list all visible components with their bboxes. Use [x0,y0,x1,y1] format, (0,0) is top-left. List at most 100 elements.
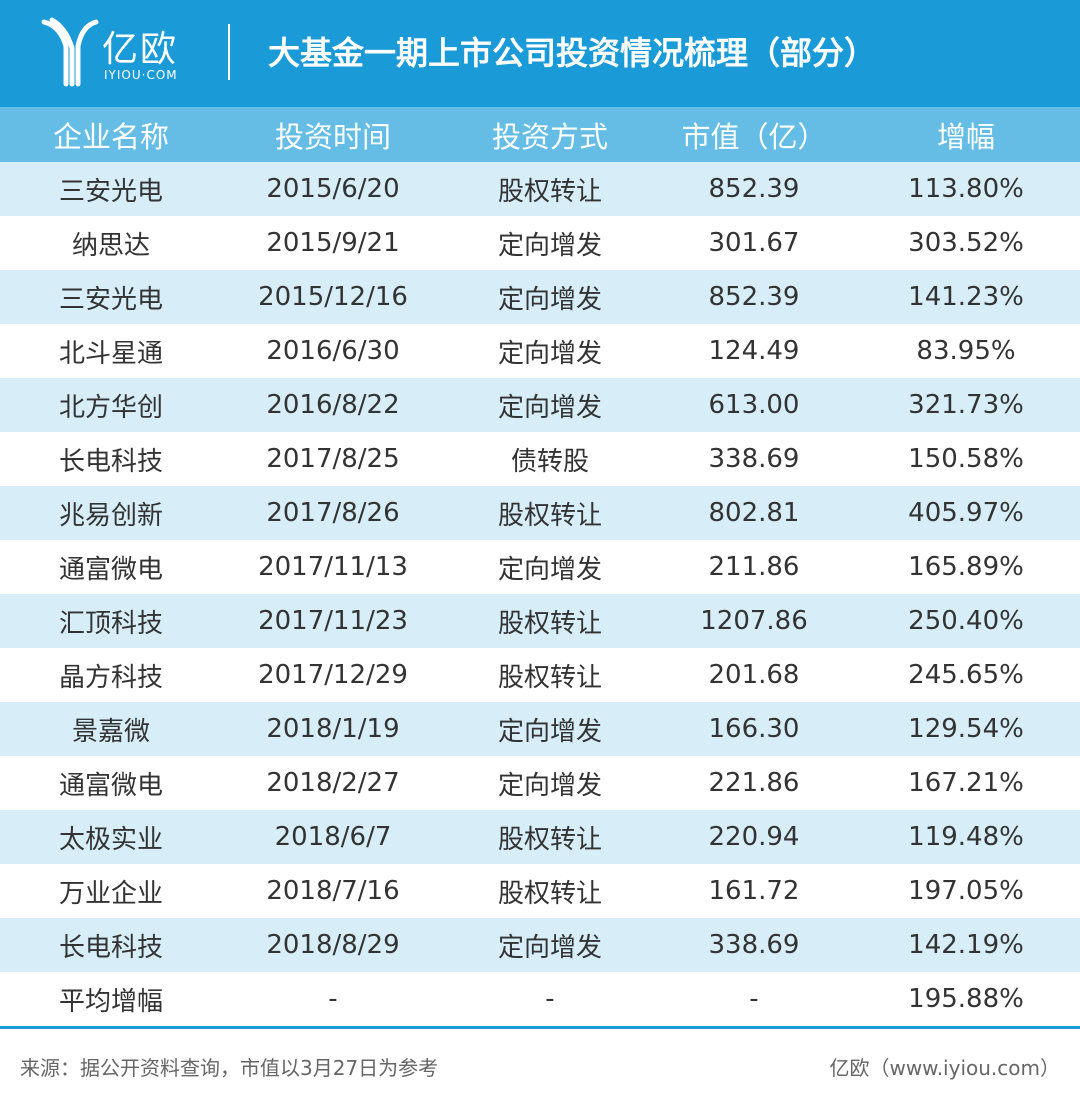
table-row: 兆易创新 2017/8/26 股权转让 802.81 405.97% [0,486,1080,540]
table-row: 通富微电 2018/2/27 定向增发 221.86 167.21% [0,756,1080,810]
cell-company: 太极实业 [0,810,222,864]
cell-method: 定向增发 [444,378,656,432]
cell-method: - [444,972,656,1029]
cell-company: 通富微电 [0,540,222,594]
table-row: 万业企业 2018/7/16 股权转让 161.72 197.05% [0,864,1080,918]
cell-method: 股权转让 [444,162,656,216]
cell-growth: 197.05% [852,864,1080,918]
cell-date: 2018/6/7 [222,810,444,864]
cell-growth: 245.65% [852,648,1080,702]
cell-date: 2016/8/22 [222,378,444,432]
cell-growth: 195.88% [852,972,1080,1029]
logo-y-mark-icon [41,17,99,87]
cell-market-cap: 338.69 [656,432,852,486]
table-row: 三安光电 2015/12/16 定向增发 852.39 141.23% [0,270,1080,324]
cell-date: 2017/11/13 [222,540,444,594]
cell-date: 2017/8/25 [222,432,444,486]
cell-growth: 165.89% [852,540,1080,594]
cell-method: 定向增发 [444,918,656,972]
cell-method: 定向增发 [444,216,656,270]
cell-method: 股权转让 [444,594,656,648]
cell-company: 万业企业 [0,864,222,918]
cell-company: 北方华创 [0,378,222,432]
cell-growth: 405.97% [852,486,1080,540]
logo-subtext: IYIOU·COM [104,68,178,82]
cell-market-cap: 166.30 [656,702,852,756]
cell-company: 汇顶科技 [0,594,222,648]
cell-date: 2017/11/23 [222,594,444,648]
cell-date: 2017/8/26 [222,486,444,540]
investment-table: 企业名称 投资时间 投资方式 市值（亿） 增幅 三安光电 2015/6/20 股… [0,107,1080,1029]
cell-company: 三安光电 [0,270,222,324]
cell-market-cap: 1207.86 [656,594,852,648]
cell-date: 2015/12/16 [222,270,444,324]
column-header-company: 企业名称 [0,107,222,162]
cell-market-cap: 613.00 [656,378,852,432]
cell-date: - [222,972,444,1029]
source-note: 来源：据公开资料查询，市值以3月27日为参考 [20,1056,439,1080]
table-header-row: 企业名称 投资时间 投资方式 市值（亿） 增幅 [0,107,1080,162]
cell-date: 2016/6/30 [222,324,444,378]
column-header-growth: 增幅 [852,107,1080,162]
cell-date: 2017/12/29 [222,648,444,702]
cell-method: 定向增发 [444,540,656,594]
cell-growth: 113.80% [852,162,1080,216]
page-title: 大基金一期上市公司投资情况梳理（部分） [268,34,877,72]
average-row: 平均增幅 - - - 195.88% [0,972,1080,1029]
column-header-method: 投资方式 [444,107,656,162]
cell-method: 定向增发 [444,270,656,324]
cell-company: 纳思达 [0,216,222,270]
table-row: 长电科技 2017/8/25 债转股 338.69 150.58% [0,432,1080,486]
cell-market-cap: 220.94 [656,810,852,864]
cell-growth: 83.95% [852,324,1080,378]
cell-method: 股权转让 [444,648,656,702]
cell-growth: 167.21% [852,756,1080,810]
cell-market-cap: 802.81 [656,486,852,540]
cell-company: 兆易创新 [0,486,222,540]
cell-market-cap: 852.39 [656,270,852,324]
cell-method: 定向增发 [444,702,656,756]
cell-company: 北斗星通 [0,324,222,378]
cell-market-cap: 161.72 [656,864,852,918]
cell-date: 2018/8/29 [222,918,444,972]
cell-method: 定向增发 [444,756,656,810]
table-row: 太极实业 2018/6/7 股权转让 220.94 119.48% [0,810,1080,864]
cell-market-cap: 211.86 [656,540,852,594]
table-row: 汇顶科技 2017/11/23 股权转让 1207.86 250.40% [0,594,1080,648]
cell-growth: 150.58% [852,432,1080,486]
table-row: 景嘉微 2018/1/19 定向增发 166.30 129.54% [0,702,1080,756]
cell-market-cap: 124.49 [656,324,852,378]
cell-growth: 250.40% [852,594,1080,648]
cell-market-cap: - [656,972,852,1029]
cell-date: 2015/9/21 [222,216,444,270]
cell-company: 晶方科技 [0,648,222,702]
cell-method: 定向增发 [444,324,656,378]
cell-growth: 129.54% [852,702,1080,756]
cell-method: 债转股 [444,432,656,486]
cell-growth: 119.48% [852,810,1080,864]
table-row: 三安光电 2015/6/20 股权转让 852.39 113.80% [0,162,1080,216]
column-header-market-cap: 市值（亿） [656,107,852,162]
cell-company: 三安光电 [0,162,222,216]
cell-market-cap: 338.69 [656,918,852,972]
iyiou-logo: 亿欧 IYIOU·COM [40,16,210,88]
cell-company: 平均增幅 [0,972,222,1029]
table-row: 晶方科技 2017/12/29 股权转让 201.68 245.65% [0,648,1080,702]
table-row: 北方华创 2016/8/22 定向增发 613.00 321.73% [0,378,1080,432]
cell-growth: 141.23% [852,270,1080,324]
cell-company: 景嘉微 [0,702,222,756]
cell-growth: 303.52% [852,216,1080,270]
cell-company: 通富微电 [0,756,222,810]
cell-date: 2018/7/16 [222,864,444,918]
cell-growth: 321.73% [852,378,1080,432]
table-row: 纳思达 2015/9/21 定向增发 301.67 303.52% [0,216,1080,270]
cell-growth: 142.19% [852,918,1080,972]
cell-date: 2018/2/27 [222,756,444,810]
header-banner: 亿欧 IYIOU·COM 大基金一期上市公司投资情况梳理（部分） [0,0,1080,107]
cell-market-cap: 852.39 [656,162,852,216]
cell-method: 股权转让 [444,864,656,918]
cell-method: 股权转让 [444,810,656,864]
cell-company: 长电科技 [0,918,222,972]
header-divider [228,24,230,80]
table-row: 长电科技 2018/8/29 定向增发 338.69 142.19% [0,918,1080,972]
